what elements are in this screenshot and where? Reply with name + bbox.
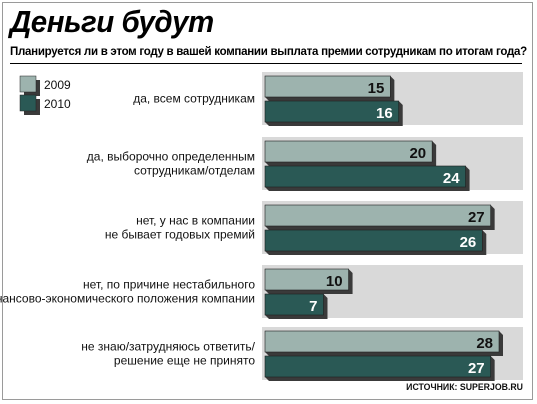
data-label-2010: 16 (376, 105, 393, 122)
subtitle-divider (10, 63, 522, 64)
chart-title: Деньги будут (10, 4, 214, 39)
bar-2009 (264, 140, 433, 163)
category-label: решение еще не принято (114, 354, 255, 368)
data-label-2009: 20 (409, 145, 426, 162)
data-label-2009: 15 (368, 80, 385, 97)
category-label: нет, у нас в компании (136, 214, 255, 228)
legend-swatch-2009 (19, 75, 37, 93)
bar-2010 (264, 355, 491, 378)
category-label: финансово-экономического положения компа… (0, 292, 255, 306)
data-label-2010: 27 (468, 360, 485, 377)
category-label: сотрудникам/отделам (134, 164, 255, 178)
bar-2010 (264, 229, 483, 252)
bar-2010 (264, 100, 400, 123)
chart-subtitle: Планируется ли в этом году в вашей компа… (10, 44, 527, 58)
category-label: не знаю/затрудняюсь ответить/ (81, 340, 255, 354)
bar-2010 (264, 293, 324, 316)
bar-2009 (264, 204, 491, 227)
data-label-2010: 24 (443, 170, 460, 187)
data-label-2010: 7 (309, 298, 317, 315)
legend-swatch-2010 (19, 94, 37, 112)
data-label-2009: 27 (468, 209, 485, 226)
bar-2009 (264, 268, 349, 291)
source-note: ИСТОЧНИК: SUPERJOB.RU (406, 382, 523, 393)
bar-2009 (264, 75, 391, 98)
category-label: да, выборочно определенным (87, 150, 255, 164)
legend-label-2010: 2010 (44, 97, 71, 111)
category-label: не бывает годовых премий (105, 228, 255, 242)
legend-label-2009: 2009 (44, 78, 71, 92)
data-label-2009: 28 (476, 335, 493, 352)
data-label-2010: 26 (460, 234, 477, 251)
bar-2010 (264, 165, 466, 188)
category-label: нет, по причине нестабильного (83, 278, 255, 292)
category-label: да, всем сотрудникам (133, 92, 255, 106)
data-label-2009: 10 (326, 273, 343, 290)
bar-2009 (264, 330, 500, 353)
